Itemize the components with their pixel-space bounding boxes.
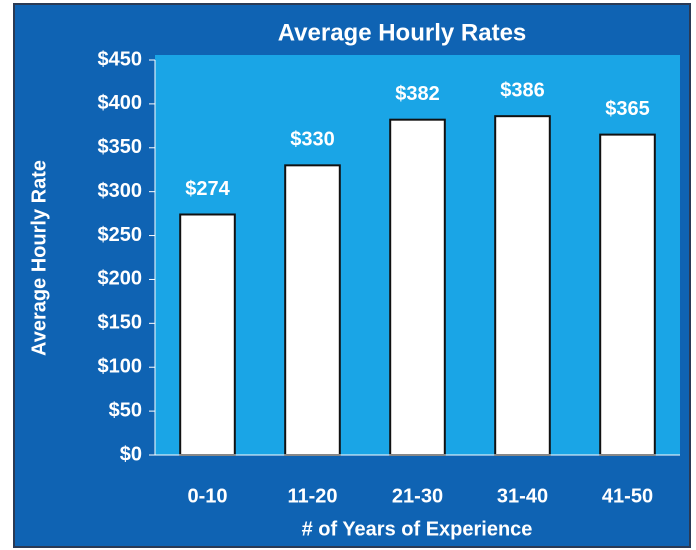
x-axis-title: # of Years of Experience <box>302 518 533 540</box>
bar <box>389 118 446 456</box>
y-tick-label: $400 <box>98 92 143 114</box>
x-tick-label: 31-40 <box>497 485 548 507</box>
bar <box>284 164 341 456</box>
data-label: $365 <box>605 98 650 120</box>
y-tick-label: $150 <box>98 312 143 334</box>
y-tick-label: $250 <box>98 224 143 246</box>
bar <box>179 213 236 456</box>
y-tick-label: $450 <box>98 48 143 70</box>
y-tick-label: $350 <box>98 136 143 158</box>
y-tick-label: $300 <box>98 180 143 202</box>
bar <box>494 115 551 457</box>
y-tick-label: $200 <box>98 268 143 290</box>
data-label: $386 <box>500 79 545 101</box>
bar <box>599 133 656 456</box>
y-tick-label: $50 <box>109 399 142 421</box>
x-tick-label: 11-20 <box>287 485 337 507</box>
x-tick-label: 0-10 <box>187 485 227 507</box>
data-label: $274 <box>185 178 230 200</box>
data-label: $382 <box>395 83 440 105</box>
y-tick-label: $0 <box>120 443 142 465</box>
x-tick-label: 21-30 <box>392 485 443 507</box>
x-tick-label: 41-50 <box>602 485 653 507</box>
y-axis-title: Average Hourly Rate <box>28 160 50 356</box>
y-tick-label: $100 <box>98 356 143 378</box>
chart-title: Average Hourly Rates <box>278 19 527 46</box>
data-label: $330 <box>290 129 335 151</box>
